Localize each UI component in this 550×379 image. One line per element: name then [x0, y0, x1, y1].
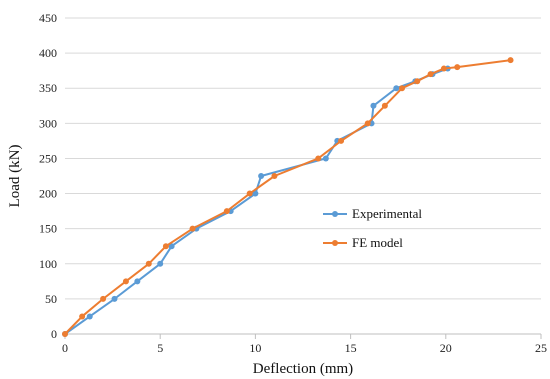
data-point: [440, 65, 447, 72]
data-point: [246, 190, 253, 197]
data-point: [62, 331, 68, 337]
y-tick-label: 100: [39, 257, 57, 271]
legend: Experimental FE model: [323, 206, 422, 250]
y-tick-label: 250: [39, 151, 57, 165]
series-line: [64, 67, 449, 335]
data-point: [223, 208, 230, 215]
data-point: [338, 137, 345, 144]
y-tick-label: 150: [39, 222, 57, 236]
x-tick-label: 25: [535, 341, 547, 355]
y-tick-label: 350: [39, 81, 57, 95]
data-point: [122, 278, 129, 285]
y-tick-label: 450: [39, 11, 57, 25]
legend-swatch-marker: [332, 240, 338, 246]
data-point: [381, 102, 388, 109]
y-tick-label: 300: [39, 116, 57, 130]
y-tick-label: 400: [39, 46, 57, 60]
y-tick-label: 0: [51, 327, 57, 341]
data-point: [271, 173, 278, 179]
legend-swatch-marker: [332, 211, 338, 217]
data-point: [393, 85, 400, 92]
data-point: [258, 173, 265, 179]
axes: 0 50 100 150 200 250 300 350 400 450 0 5 10 15 20 25: [39, 11, 547, 355]
series-experimental: [62, 65, 451, 337]
data-point: [507, 57, 514, 64]
data-point: [364, 120, 371, 127]
data-point: [79, 313, 86, 320]
data-series: [62, 57, 514, 337]
data-point: [168, 243, 175, 250]
data-point: [322, 155, 329, 162]
gridlines: [65, 17, 541, 300]
legend-label: Experimental: [352, 206, 422, 221]
data-point: [252, 190, 259, 197]
x-axis-title: Deflection (mm): [253, 361, 353, 377]
data-point: [100, 295, 107, 302]
data-point: [134, 278, 141, 285]
legend-label: FE model: [352, 235, 403, 250]
series-line: [64, 59, 511, 335]
data-point: [370, 102, 377, 109]
y-tick-label: 200: [39, 187, 57, 201]
y-tick-label: 50: [45, 292, 57, 306]
data-point: [189, 225, 196, 232]
data-point: [157, 260, 164, 267]
data-point: [145, 260, 152, 267]
data-point: [414, 78, 421, 85]
data-point: [454, 64, 461, 71]
data-point: [111, 295, 118, 302]
data-point: [427, 71, 434, 78]
x-tick-label: 20: [440, 341, 452, 355]
x-tick-label: 10: [249, 341, 261, 355]
x-tick-label: 5: [157, 341, 163, 355]
data-point: [86, 313, 93, 320]
data-point: [162, 243, 169, 250]
x-tick-label: 15: [345, 341, 357, 355]
series-fe-model: [62, 57, 514, 337]
x-tick-label: 0: [62, 341, 68, 355]
y-axis-title: Load (kN): [7, 145, 23, 208]
data-point: [399, 85, 406, 92]
data-point: [315, 155, 322, 162]
